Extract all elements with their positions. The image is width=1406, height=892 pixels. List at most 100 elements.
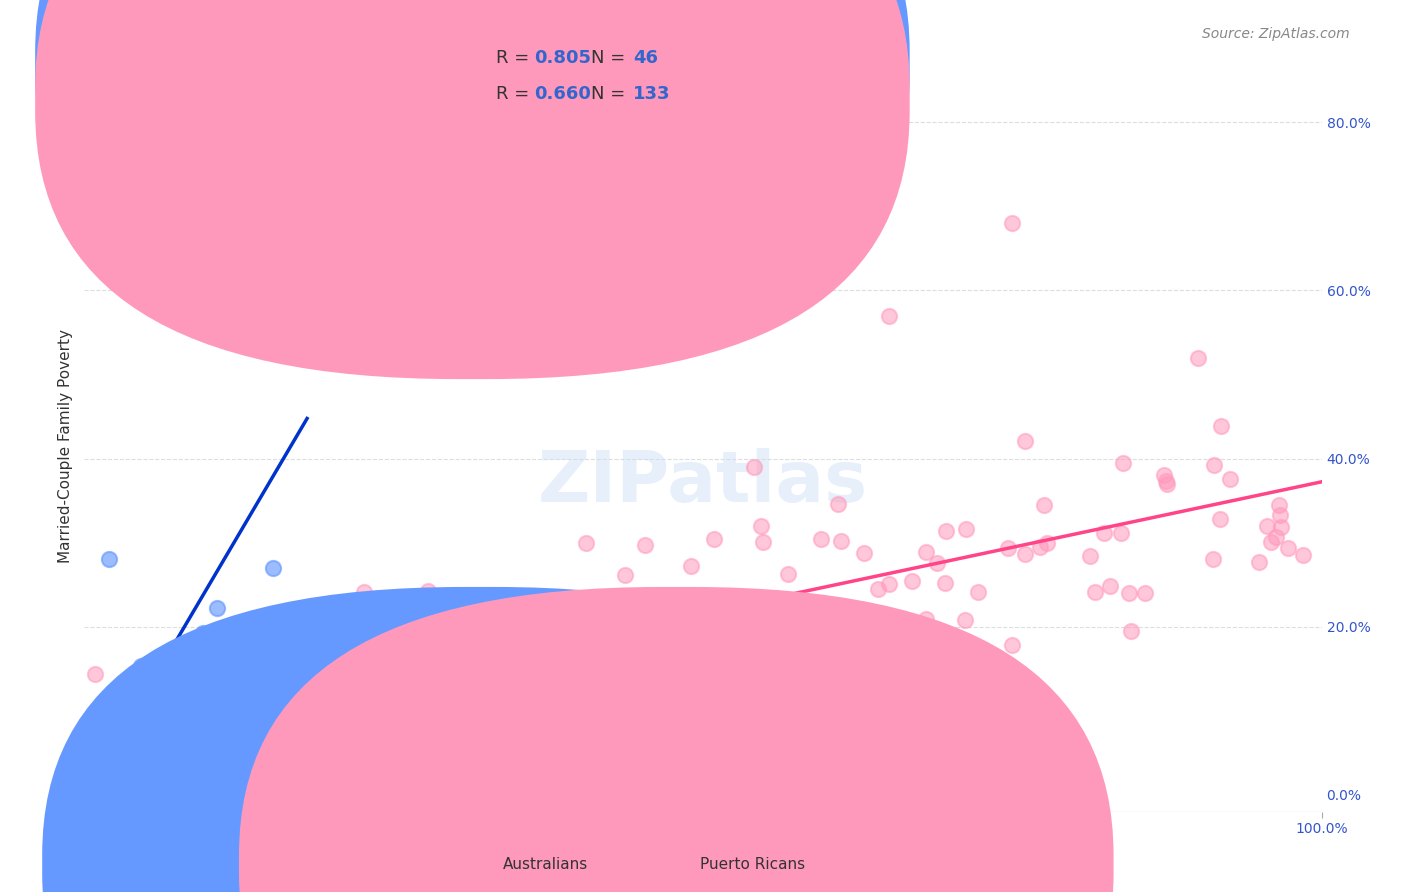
Point bbox=[690, 653, 713, 667]
Point bbox=[84, 734, 107, 748]
Point bbox=[751, 535, 773, 549]
Point bbox=[250, 709, 273, 723]
Point bbox=[935, 524, 957, 538]
Point bbox=[416, 675, 439, 690]
Point bbox=[830, 533, 852, 548]
Text: ZIPatlas: ZIPatlas bbox=[538, 448, 868, 517]
Point bbox=[262, 711, 284, 725]
Point bbox=[91, 743, 114, 757]
Point bbox=[1078, 549, 1101, 563]
Point bbox=[1153, 468, 1175, 483]
Point bbox=[744, 459, 766, 474]
Point bbox=[534, 612, 557, 626]
Point bbox=[84, 666, 107, 681]
Text: 0.805: 0.805 bbox=[534, 49, 592, 67]
Point bbox=[524, 683, 547, 698]
Point bbox=[363, 718, 385, 732]
Point bbox=[914, 612, 936, 626]
Point bbox=[111, 779, 134, 793]
Point bbox=[309, 681, 332, 696]
Point bbox=[167, 702, 190, 716]
Point bbox=[94, 734, 117, 748]
Point bbox=[1133, 586, 1156, 600]
Point bbox=[325, 673, 347, 688]
Point bbox=[226, 683, 249, 698]
Text: AUSTRALIAN VS PUERTO RICAN MARRIED-COUPLE FAMILY POVERTY CORRELATION CHART: AUSTRALIAN VS PUERTO RICAN MARRIED-COUPL… bbox=[56, 27, 860, 45]
Point bbox=[1277, 541, 1299, 555]
Point bbox=[343, 755, 366, 769]
Point bbox=[391, 656, 413, 670]
Point bbox=[89, 788, 111, 802]
Point bbox=[778, 566, 800, 581]
Point bbox=[1202, 552, 1225, 566]
Point bbox=[614, 568, 637, 582]
Point bbox=[966, 585, 988, 599]
Point bbox=[163, 666, 186, 681]
Point bbox=[142, 716, 165, 731]
Point bbox=[877, 309, 900, 323]
Point bbox=[1209, 419, 1232, 434]
Point bbox=[762, 631, 785, 645]
Point bbox=[252, 762, 274, 776]
Point bbox=[117, 742, 139, 756]
Point bbox=[377, 725, 399, 739]
Point bbox=[107, 747, 129, 762]
Point bbox=[1260, 535, 1282, 549]
Point bbox=[810, 532, 832, 546]
Point bbox=[506, 707, 529, 722]
Point bbox=[205, 601, 228, 615]
Point bbox=[503, 677, 526, 691]
Point bbox=[1270, 520, 1292, 534]
Point bbox=[914, 545, 936, 559]
Point bbox=[86, 772, 108, 786]
Point bbox=[89, 759, 111, 773]
Point bbox=[75, 756, 97, 770]
Point bbox=[353, 584, 375, 599]
Point bbox=[1014, 434, 1036, 448]
Point bbox=[1032, 498, 1054, 512]
Text: 0.660: 0.660 bbox=[534, 85, 591, 103]
Point bbox=[242, 615, 264, 629]
Point bbox=[145, 750, 167, 764]
Point bbox=[443, 698, 465, 712]
Point bbox=[1187, 351, 1209, 365]
Point bbox=[262, 561, 284, 575]
Point bbox=[955, 522, 977, 536]
Point bbox=[73, 788, 96, 802]
Point bbox=[284, 174, 307, 188]
Point bbox=[76, 777, 98, 791]
Point bbox=[770, 685, 793, 699]
Point bbox=[115, 756, 138, 771]
Point bbox=[922, 633, 945, 648]
Point bbox=[90, 767, 112, 781]
Point bbox=[172, 782, 194, 797]
Point bbox=[634, 675, 657, 690]
Point bbox=[901, 574, 924, 589]
Point bbox=[375, 716, 398, 731]
Point bbox=[703, 532, 725, 546]
Point bbox=[901, 636, 924, 650]
Text: Puerto Ricans: Puerto Ricans bbox=[700, 857, 806, 871]
Point bbox=[118, 732, 141, 747]
Point bbox=[163, 665, 186, 679]
Point bbox=[285, 708, 308, 723]
Point bbox=[322, 667, 344, 681]
Point bbox=[387, 682, 409, 697]
Point bbox=[666, 629, 689, 643]
Point bbox=[90, 781, 112, 796]
Point bbox=[754, 258, 776, 272]
Point bbox=[749, 518, 772, 533]
Point bbox=[516, 718, 538, 732]
Point bbox=[191, 628, 214, 642]
Point bbox=[367, 718, 389, 732]
Point bbox=[1099, 579, 1122, 593]
Point bbox=[494, 623, 516, 637]
Point bbox=[1001, 638, 1024, 652]
Text: 133: 133 bbox=[633, 85, 671, 103]
Point bbox=[136, 716, 159, 731]
Point bbox=[291, 672, 314, 686]
Point bbox=[681, 559, 703, 574]
Point bbox=[877, 577, 900, 591]
Point bbox=[128, 717, 150, 731]
Point bbox=[112, 689, 135, 703]
